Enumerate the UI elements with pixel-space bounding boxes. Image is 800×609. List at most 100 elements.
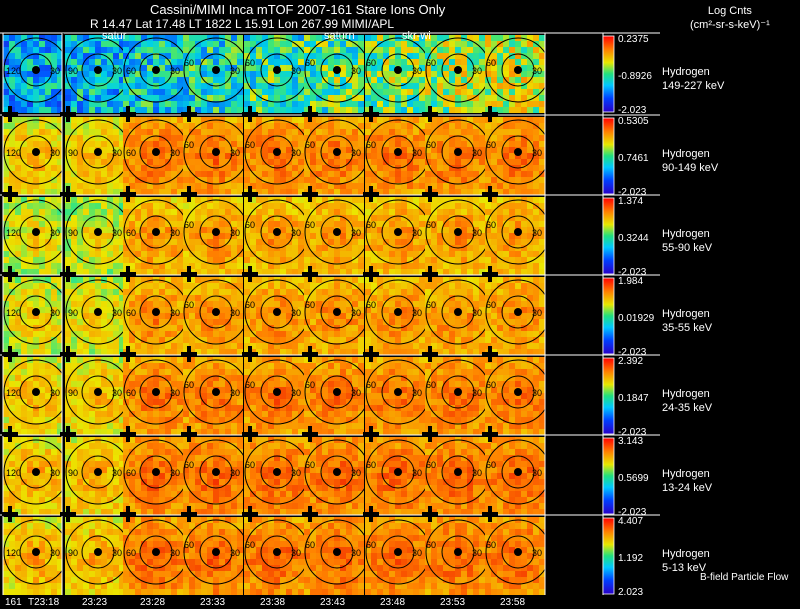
heatmap-cell [286, 269, 292, 275]
heatmap-cell [231, 263, 237, 269]
heatmap-cell [51, 65, 57, 71]
heatmap-cell [33, 53, 39, 59]
heatmap-cell [467, 141, 473, 147]
heatmap-cell [153, 295, 159, 301]
heatmap-cell [250, 83, 256, 89]
b-field-marker [333, 148, 341, 156]
heatmap-cell [195, 257, 201, 263]
heatmap-cell [141, 295, 147, 301]
heatmap-cell [159, 245, 165, 251]
heatmap-cell [533, 289, 539, 295]
heatmap-cell [328, 325, 334, 331]
heatmap-cell [3, 245, 9, 251]
heatmap-cell [503, 337, 509, 343]
heatmap-cell [509, 77, 515, 83]
heatmap-cell [395, 331, 401, 337]
heatmap-cell [159, 227, 165, 233]
heatmap-cell [189, 165, 195, 171]
heatmap-cell [21, 325, 27, 331]
heatmap-cell [237, 141, 243, 147]
heatmap-cell [455, 183, 461, 189]
heatmap-cell [461, 337, 467, 343]
heatmap-cell [473, 289, 479, 295]
heatmap-cell [113, 53, 119, 59]
contour-label-60: 60 [366, 140, 376, 150]
heatmap-cell [165, 141, 171, 147]
heatmap-cell [413, 107, 419, 113]
heatmap-cell [365, 83, 371, 89]
heatmap-cell [123, 83, 129, 89]
heatmap-cell [207, 257, 213, 263]
contour-label-30: 30 [112, 66, 122, 76]
heatmap-cell [101, 313, 107, 319]
heatmap-cell [45, 307, 51, 313]
heatmap-cell [298, 95, 304, 101]
heatmap-cell [328, 349, 334, 355]
heatmap-cell [509, 301, 515, 307]
pitch-angle-contour [199, 135, 233, 169]
heatmap-cell [467, 153, 473, 159]
heatmap-cell [225, 153, 231, 159]
heatmap-cell [250, 41, 256, 47]
heatmap-cell [256, 107, 262, 113]
heatmap-cell [346, 53, 352, 59]
heatmap-cell [65, 221, 71, 227]
heatmap-cell [407, 83, 413, 89]
heatmap-cell [159, 89, 165, 95]
heatmap-cell [71, 89, 77, 95]
heatmap-cell [3, 59, 9, 65]
heatmap-cell [280, 295, 286, 301]
heatmap-cell [113, 301, 119, 307]
heatmap-cell [189, 215, 195, 221]
contour-label-30: 30 [532, 228, 542, 238]
heatmap-cell [425, 251, 431, 257]
heatmap-cell [219, 65, 225, 71]
heatmap-cell [419, 141, 425, 147]
heatmap-cell [467, 325, 473, 331]
heatmap-cell [352, 65, 358, 71]
heatmap-cell [485, 101, 491, 107]
heatmap-cell [189, 313, 195, 319]
heatmap-cell [177, 135, 183, 141]
heatmap-cell [51, 301, 57, 307]
heatmap-cell [437, 251, 443, 257]
heatmap-cell [395, 47, 401, 53]
heatmap-cell [352, 89, 358, 95]
heatmap-cell [431, 171, 437, 177]
pitch-angle-contour [19, 53, 53, 87]
heatmap-cell [231, 189, 237, 195]
heatmap-cell [21, 183, 27, 189]
heatmap-cell [280, 277, 286, 283]
heatmap-cell [225, 129, 231, 135]
heatmap-cell [389, 227, 395, 233]
heatmap-cell [51, 393, 57, 399]
heatmap-cell [461, 313, 467, 319]
heatmap-cell [135, 59, 141, 65]
heatmap-cell [71, 301, 77, 307]
heatmap-cell [89, 83, 95, 89]
heatmap-cell [401, 343, 407, 349]
heatmap-cell [268, 257, 274, 263]
heatmap-cell [201, 283, 207, 289]
heatmap-cell [189, 325, 195, 331]
heatmap-cell [147, 165, 153, 171]
heatmap-cell [147, 227, 153, 233]
contour-label-30: 30 [472, 148, 482, 158]
heatmap-cell [51, 129, 57, 135]
heatmap-cell [77, 47, 83, 53]
heatmap-cell [316, 129, 322, 135]
heatmap-cell [256, 47, 262, 53]
heatmap-cell [497, 319, 503, 325]
heatmap-cell [219, 233, 225, 239]
heatmap-cell [21, 147, 27, 153]
heatmap-cell [89, 349, 95, 355]
heatmap-cell [395, 41, 401, 47]
heatmap-cell [539, 101, 545, 107]
heatmap-cell [21, 153, 27, 159]
heatmap-cell [123, 283, 129, 289]
heatmap-cell [51, 239, 57, 245]
heatmap-cell [340, 313, 346, 319]
heatmap-cell [449, 349, 455, 355]
heatmap-cell [304, 245, 310, 251]
